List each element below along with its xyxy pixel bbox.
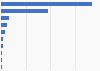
Bar [1,2,92,6]
Bar [1,9,48,13]
Bar [1,30,5,34]
Bar [1,51,2,55]
Bar [1,23,7,27]
Bar [1,16,9,20]
Bar [1,65,2,69]
Bar [1,44,3,48]
Bar [1,58,2,62]
Bar [1,37,3,41]
